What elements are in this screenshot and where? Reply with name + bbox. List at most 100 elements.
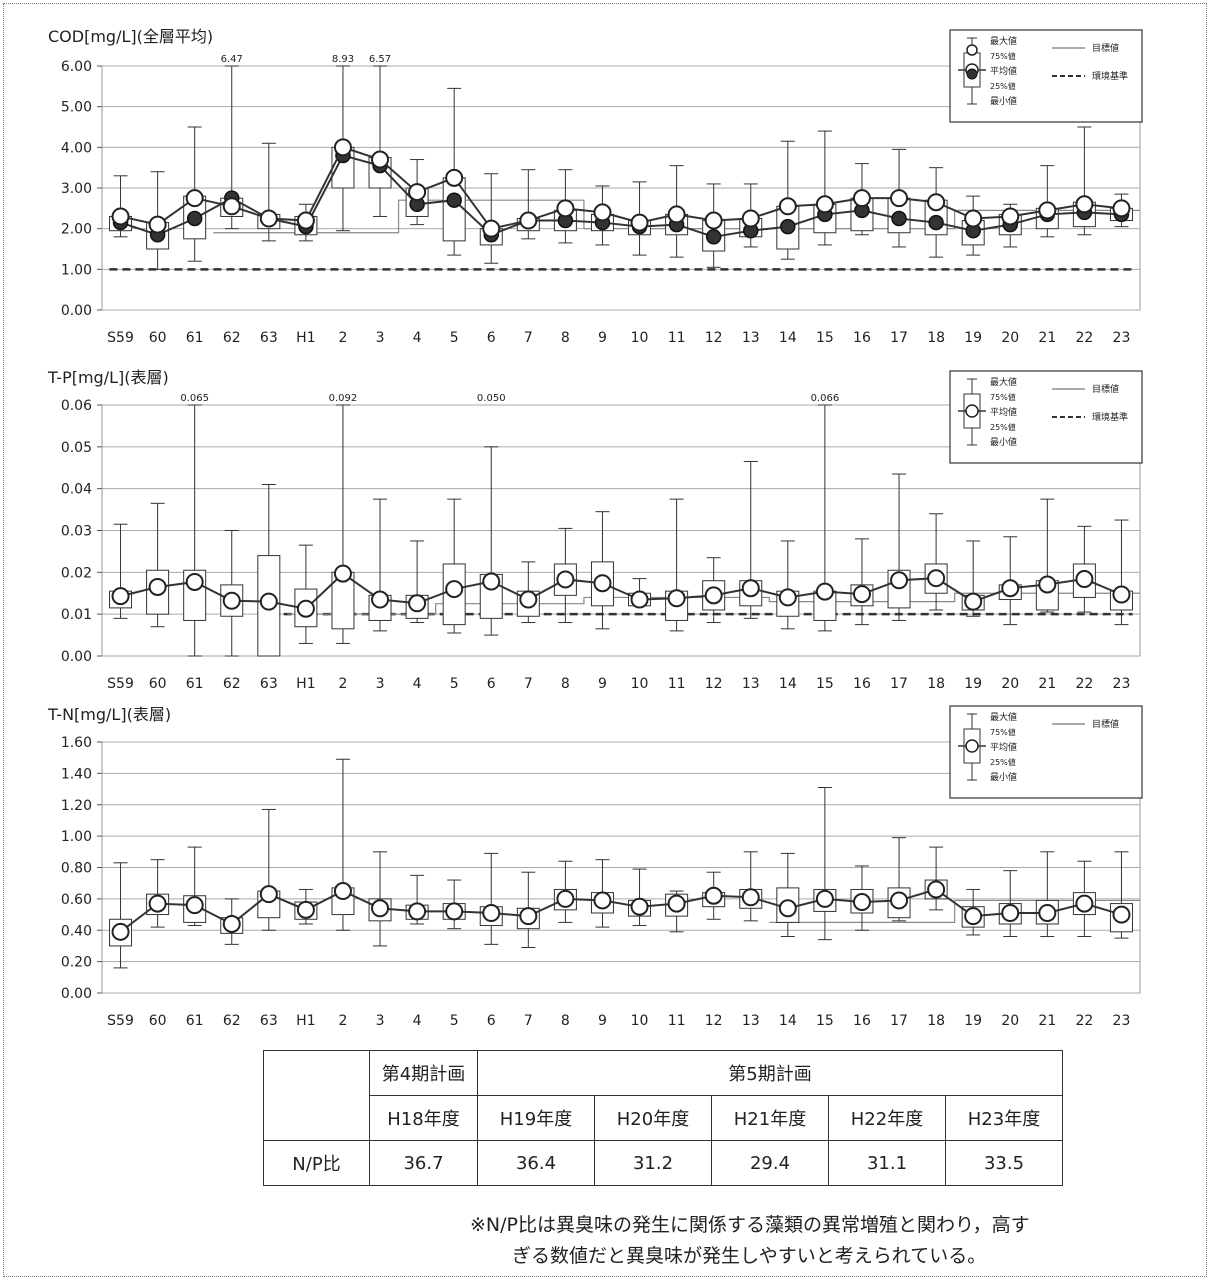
data-point bbox=[445, 168, 464, 187]
tn-chart: T-N[mg/L](表層) 0.00 0.20 0.40 0.60 0.80 1.00 1.2… bbox=[47, 705, 1143, 1029]
data-point bbox=[296, 599, 315, 618]
x-tick-label: 8 bbox=[561, 676, 570, 692]
y-tick-label: 0.40 bbox=[61, 923, 92, 939]
series-line bbox=[120, 572, 1122, 610]
data-point bbox=[259, 885, 278, 904]
x-tick-label: 12 bbox=[705, 676, 723, 692]
data-point bbox=[296, 211, 315, 230]
x-tick-label: 60 bbox=[149, 330, 167, 346]
data-point bbox=[1001, 207, 1020, 226]
x-tick-label: 18 bbox=[927, 676, 945, 692]
max-value-label: 0.065 bbox=[180, 393, 209, 404]
np-period5-header: 第5期計画 bbox=[477, 1050, 1063, 1096]
data-point bbox=[482, 572, 501, 591]
series-line bbox=[120, 154, 1122, 238]
data-point bbox=[445, 580, 464, 599]
x-tick-label: 22 bbox=[1075, 330, 1093, 346]
page-frame bbox=[3, 3, 1207, 1277]
x-tick-label: 20 bbox=[1001, 1013, 1019, 1029]
data-point bbox=[482, 903, 501, 922]
x-tick-label: 18 bbox=[927, 330, 945, 346]
data-point bbox=[1075, 894, 1094, 913]
data-point bbox=[259, 592, 278, 611]
max-value-label: 6.57 bbox=[369, 54, 391, 65]
y-tick-label: 0.05 bbox=[61, 440, 92, 456]
data-point bbox=[1038, 903, 1057, 922]
legend-label: 最小値 bbox=[990, 95, 1017, 107]
y-tick-label: 1.60 bbox=[61, 735, 92, 751]
data-point bbox=[1001, 579, 1020, 598]
np-value: 29.4 bbox=[711, 1140, 829, 1186]
x-tick-label: 17 bbox=[890, 676, 908, 692]
data-point bbox=[185, 189, 204, 208]
max-value-label: 0.066 bbox=[811, 393, 840, 404]
data-point bbox=[185, 572, 204, 591]
y-tick-label: 0.00 bbox=[61, 986, 92, 1002]
legend-marker bbox=[965, 739, 979, 753]
data-point bbox=[333, 138, 352, 157]
legend-box bbox=[949, 29, 1143, 123]
legend-line-label: 目標値 bbox=[1092, 42, 1119, 54]
data-point bbox=[815, 889, 834, 908]
x-tick-label: 2 bbox=[339, 330, 348, 346]
np-value: 36.7 bbox=[369, 1140, 478, 1186]
x-tick-label: 20 bbox=[1001, 330, 1019, 346]
tp-chart: T-P[mg/L](表層) 0.00 0.01 0.02 0.03 0.04 0.05 0.0… bbox=[47, 368, 1143, 692]
y-tick-label: 1.00 bbox=[61, 262, 92, 278]
target-line bbox=[769, 899, 1140, 924]
data-point bbox=[148, 215, 167, 234]
chart-title: T-N[mg/L](表層) bbox=[47, 705, 171, 724]
x-tick-label: 61 bbox=[186, 676, 204, 692]
note-line-1: ※N/P比は異臭味の発生に関係する藻類の異常増殖と関わり，高す bbox=[470, 1214, 1030, 1236]
data-point bbox=[333, 882, 352, 901]
data-point bbox=[778, 588, 797, 607]
np-value: 31.1 bbox=[828, 1140, 946, 1186]
legend-label: 平均値 bbox=[990, 741, 1017, 753]
legend-box bbox=[949, 370, 1143, 464]
series-line bbox=[120, 146, 1122, 230]
legend-label: 25%値 bbox=[990, 81, 1016, 91]
x-tick-label: 15 bbox=[816, 1013, 834, 1029]
legend-label: 最大値 bbox=[990, 376, 1017, 388]
y-tick-label: 0.06 bbox=[61, 398, 92, 414]
x-tick-label: 11 bbox=[668, 676, 686, 692]
data-point bbox=[890, 571, 909, 590]
max-value-label: 0.092 bbox=[329, 393, 358, 404]
max-value-label: 6.47 bbox=[221, 54, 243, 65]
np-table-corner bbox=[263, 1050, 370, 1141]
x-tick-label: 5 bbox=[450, 330, 459, 346]
y-tick-label: 3.00 bbox=[61, 181, 92, 197]
data-point bbox=[1038, 201, 1057, 220]
x-tick-label: 20 bbox=[1001, 676, 1019, 692]
data-point bbox=[704, 586, 723, 605]
x-tick-label: H1 bbox=[296, 330, 315, 346]
legend-label: 75%値 bbox=[990, 51, 1016, 61]
max-value-label: 8.93 bbox=[332, 54, 354, 65]
data-point bbox=[519, 907, 538, 926]
data-point bbox=[111, 587, 130, 606]
data-point bbox=[852, 893, 871, 912]
data-point bbox=[778, 899, 797, 918]
data-point bbox=[964, 209, 983, 228]
data-point bbox=[222, 197, 241, 216]
data-point bbox=[593, 574, 612, 593]
legend-line-label: 目標値 bbox=[1092, 383, 1119, 395]
np-value: 33.5 bbox=[945, 1140, 1063, 1186]
data-point bbox=[780, 218, 796, 235]
data-point bbox=[1001, 903, 1020, 922]
data-point bbox=[741, 888, 760, 907]
data-point bbox=[815, 195, 834, 214]
x-tick-label: 5 bbox=[450, 676, 459, 692]
data-point bbox=[1075, 195, 1094, 214]
x-tick-label: 17 bbox=[890, 1013, 908, 1029]
x-tick-label: 6 bbox=[487, 1013, 496, 1029]
series-line bbox=[119, 888, 1122, 933]
x-tick-label: 7 bbox=[524, 330, 533, 346]
data-point bbox=[408, 594, 427, 613]
data-point bbox=[519, 211, 538, 230]
data-point bbox=[630, 897, 649, 916]
x-tick-label: 10 bbox=[631, 330, 649, 346]
chart-title: COD[mg/L](全層平均) bbox=[48, 27, 213, 46]
np-year-header: H22年度 bbox=[828, 1095, 946, 1141]
